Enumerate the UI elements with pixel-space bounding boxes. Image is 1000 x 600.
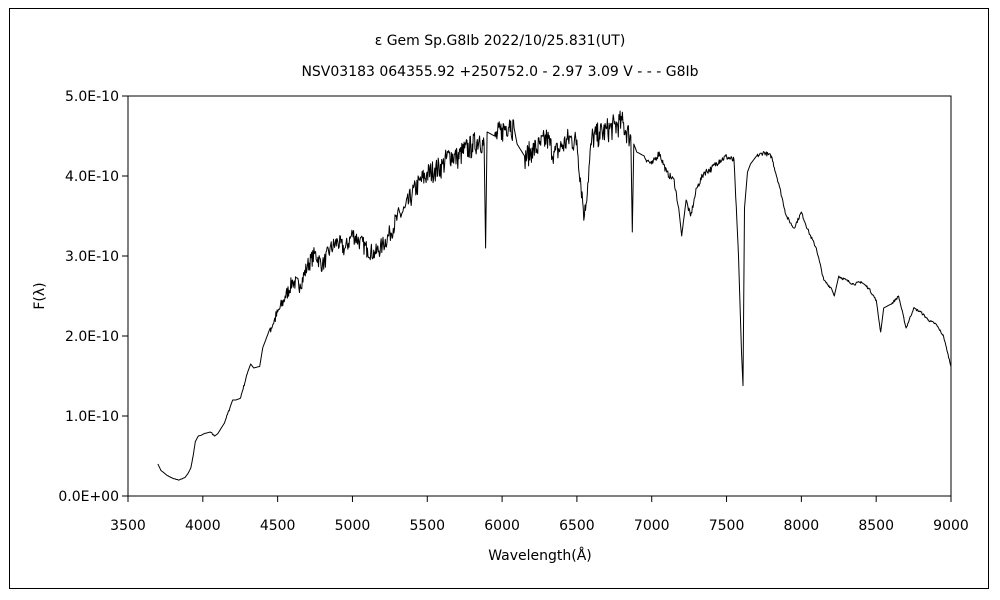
- x-tick-label: 3500: [110, 518, 146, 534]
- y-tick-label: 0.0E+00: [58, 489, 119, 505]
- y-axis-label: F(λ): [32, 282, 48, 309]
- y-tick-label: 3.0E-10: [65, 249, 119, 265]
- y-tick-label: 4.0E-10: [65, 169, 119, 185]
- x-tick-label: 8000: [784, 518, 820, 534]
- y-tick-label: 5.0E-10: [65, 89, 119, 105]
- y-tick-label: 2.0E-10: [65, 329, 119, 345]
- plot-area: [127, 95, 952, 497]
- figure-border: [9, 8, 989, 589]
- x-tick-label: 6500: [559, 518, 595, 534]
- x-tick-label: 4500: [260, 518, 296, 534]
- x-tick-label: 7500: [709, 518, 745, 534]
- x-tick-label: 6000: [484, 518, 520, 534]
- x-tick-label: 7000: [634, 518, 670, 534]
- x-axis: 3500 4000 4500 5000 5500 6000 6500 7000 7500 8000…: [110, 496, 969, 534]
- chart-title: ε Gem Sp.G8Ib 2022/10/25.831(UT): [375, 33, 626, 49]
- y-axis: 0.0E+00 1.0E-10 2.0E-10 3.0E-10 4.0E-10 5.0E-…: [58, 89, 128, 505]
- x-axis-label: Wavelength(Å): [488, 547, 592, 564]
- x-tick-label: 8500: [858, 518, 894, 534]
- spectrum-line: [157, 110, 952, 481]
- x-tick-label: 4000: [185, 518, 221, 534]
- x-tick-label: 9000: [933, 518, 969, 534]
- chart-subtitle: NSV03183 064355.92 +250752.0 - 2.97 3.09…: [301, 64, 698, 80]
- y-tick-label: 1.0E-10: [65, 409, 119, 425]
- x-tick-label: 5000: [335, 518, 371, 534]
- x-tick-label: 5500: [409, 518, 445, 534]
